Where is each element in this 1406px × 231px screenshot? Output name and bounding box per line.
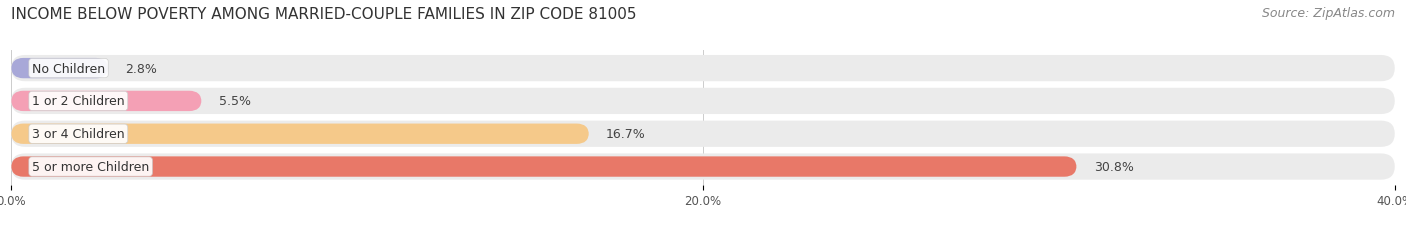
Text: INCOME BELOW POVERTY AMONG MARRIED-COUPLE FAMILIES IN ZIP CODE 81005: INCOME BELOW POVERTY AMONG MARRIED-COUPL… (11, 7, 637, 22)
FancyBboxPatch shape (11, 59, 108, 79)
Text: 30.8%: 30.8% (1094, 160, 1133, 173)
Text: 5 or more Children: 5 or more Children (32, 160, 149, 173)
FancyBboxPatch shape (11, 154, 1395, 180)
Text: Source: ZipAtlas.com: Source: ZipAtlas.com (1261, 7, 1395, 20)
Text: 1 or 2 Children: 1 or 2 Children (32, 95, 125, 108)
Text: 3 or 4 Children: 3 or 4 Children (32, 128, 125, 141)
Text: 16.7%: 16.7% (606, 128, 645, 141)
Text: 5.5%: 5.5% (219, 95, 250, 108)
FancyBboxPatch shape (11, 88, 1395, 115)
Text: 2.8%: 2.8% (125, 62, 157, 75)
FancyBboxPatch shape (11, 121, 1395, 147)
FancyBboxPatch shape (11, 91, 201, 112)
FancyBboxPatch shape (11, 56, 1395, 82)
FancyBboxPatch shape (11, 124, 589, 144)
FancyBboxPatch shape (11, 157, 1077, 177)
Text: No Children: No Children (32, 62, 105, 75)
